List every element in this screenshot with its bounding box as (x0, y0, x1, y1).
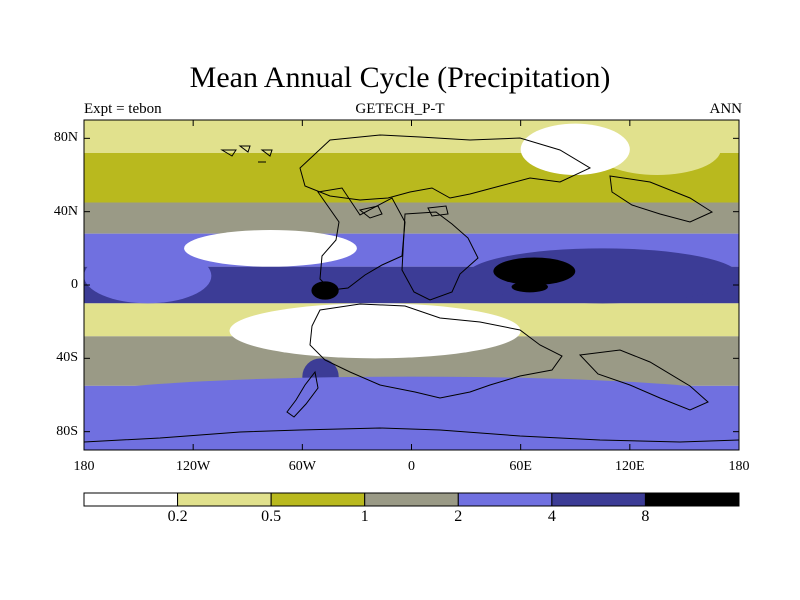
coastline-africa (401, 211, 479, 301)
feature-7 (311, 281, 339, 300)
y-tick-label: 40S (56, 350, 78, 366)
x-tick-label: 180 (73, 459, 95, 474)
feature-9 (593, 123, 721, 175)
feature-2 (229, 303, 521, 359)
y-tick-label: 80N (53, 130, 78, 146)
colorbar-box (364, 492, 459, 507)
coastline-antarctic (84, 427, 739, 443)
feature-4 (493, 257, 576, 285)
colorbar-label: 0.5 (261, 508, 282, 525)
feature-0 (84, 248, 212, 304)
colorbar-label: 2 (454, 508, 463, 525)
feature-1 (184, 230, 357, 267)
coastline-west-america (317, 187, 406, 291)
x-tick-label: 120E (615, 459, 645, 474)
x-tick-label: 120W (176, 459, 211, 474)
y-tick-label: 40N (53, 203, 78, 219)
x-tick-label: 60E (509, 459, 532, 474)
period-label: ANN (709, 101, 743, 117)
coastlines (84, 134, 739, 443)
colorbar-box (644, 492, 740, 507)
y-tick-label: 0 (71, 277, 78, 292)
feature-10 (520, 123, 630, 175)
colorbar-box (270, 492, 366, 507)
plot-title: Mean Annual Cycle (Precipitation) (189, 61, 611, 94)
y-tick-label: 80S (56, 423, 78, 439)
x-tick-label: 60W (288, 459, 316, 474)
coastline-islands-2 (358, 205, 449, 219)
x-tick-label: 180 (728, 459, 750, 474)
experiment-label: Expt = tebon (84, 101, 162, 117)
colorbar-label: 8 (641, 508, 650, 525)
feature-8 (84, 376, 739, 418)
coastline-north-land (299, 134, 592, 201)
axis-ticks (83, 120, 740, 450)
dataset-label: GETECH_P-T (355, 101, 445, 117)
colorbar-label: 0.2 (167, 508, 188, 525)
coastline-south-east (578, 349, 709, 411)
coastline-islands-1 (220, 145, 273, 163)
colorbar-label: 1 (360, 508, 369, 525)
coastline-east-asia (609, 175, 714, 223)
coastline-andes (286, 370, 319, 418)
colorbar-box (177, 492, 272, 507)
colorbar-box (83, 492, 179, 507)
colorbar-box (457, 492, 553, 507)
colorbar-label: 4 (547, 508, 556, 525)
colorbar-box (551, 492, 646, 507)
precipitation-field (84, 120, 739, 450)
coastline-south-land (309, 303, 563, 399)
colorbar (83, 492, 740, 507)
band-2 (84, 202, 739, 234)
x-tick-label: 0 (408, 459, 415, 474)
feature-5 (511, 281, 548, 293)
